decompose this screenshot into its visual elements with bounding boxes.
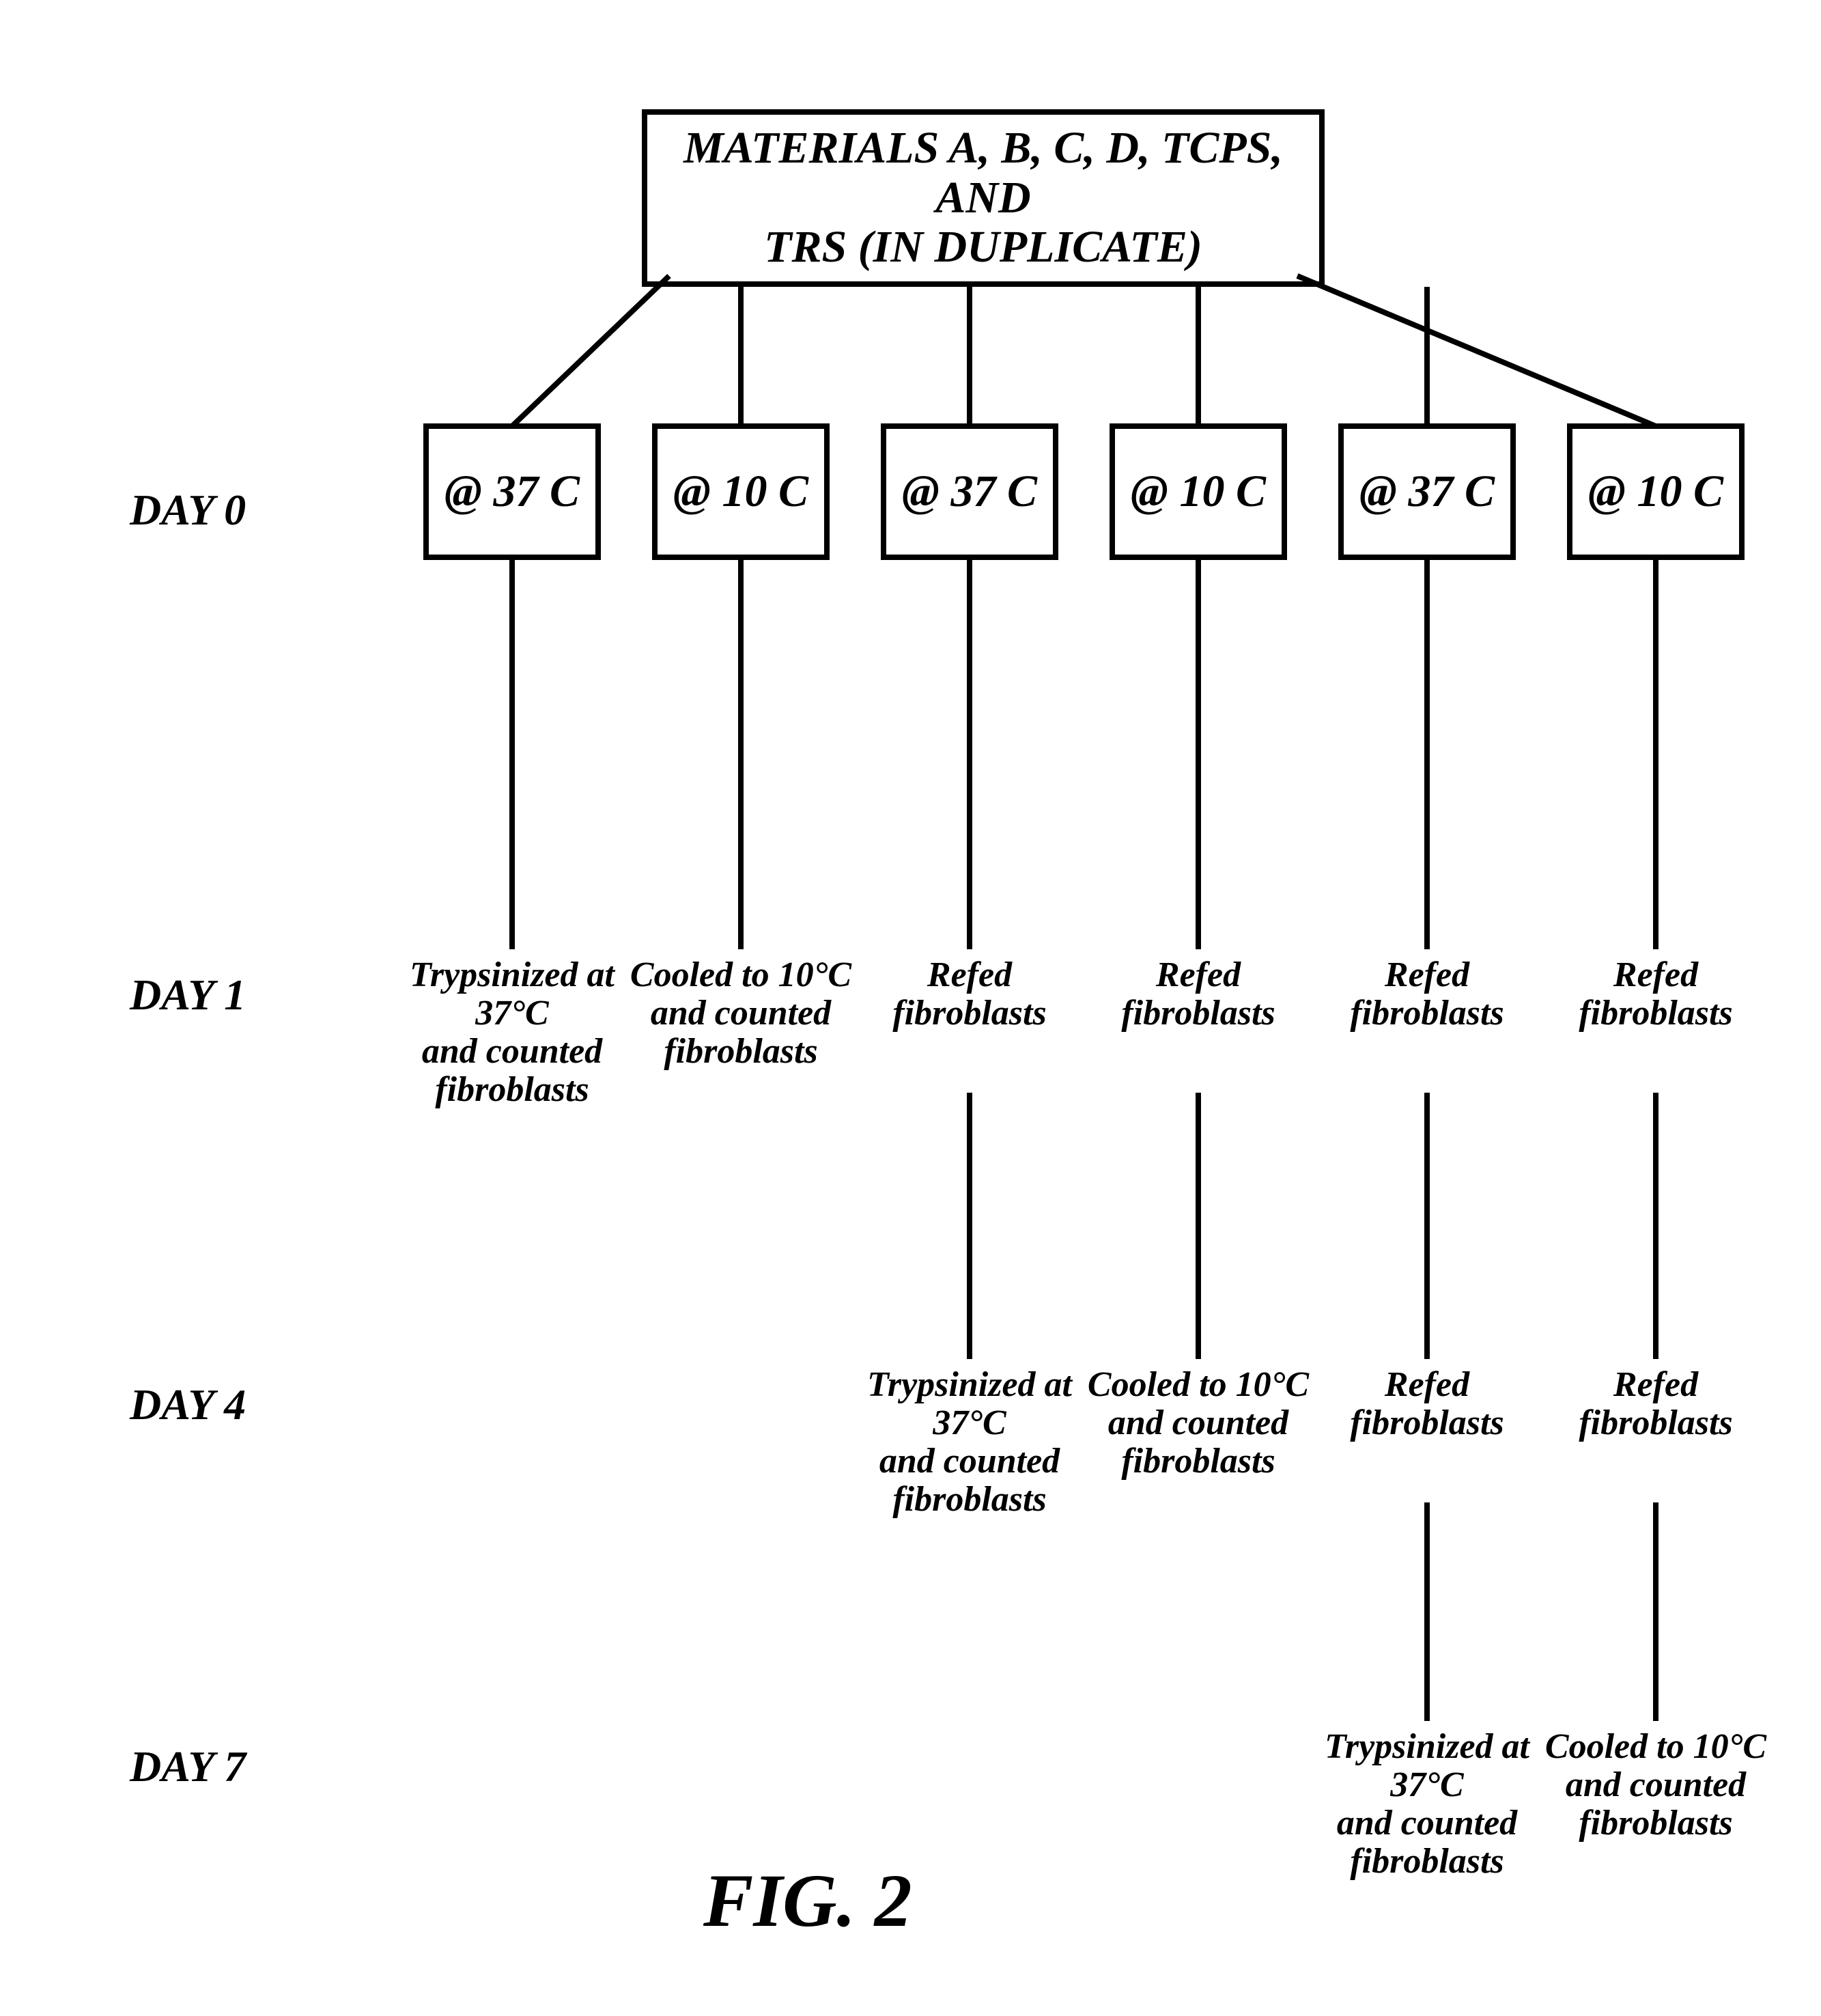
vline-col4-seg1 xyxy=(1424,1093,1430,1359)
vline-col5-seg0 xyxy=(1653,560,1658,949)
vline-col4-seg2 xyxy=(1424,1502,1430,1721)
connector-left xyxy=(510,274,671,428)
vline-col5-seg2 xyxy=(1653,1502,1658,1721)
connector-right xyxy=(1296,273,1656,428)
vline-col5-seg1 xyxy=(1653,1093,1658,1359)
cell-r1-c3: Cooled to 10°C and counted fibroblasts xyxy=(1082,1366,1314,1481)
connector-top-3 xyxy=(1196,287,1201,423)
cell-r0-c2: Refed fibroblasts xyxy=(853,956,1086,1033)
vline-col3-seg0 xyxy=(1196,560,1201,949)
cell-r0-c4: Refed fibroblasts xyxy=(1311,956,1543,1033)
condition-box-3: @ 10 C xyxy=(1110,423,1287,560)
connector-top-1 xyxy=(738,287,744,423)
condition-box-2: @ 37 C xyxy=(881,423,1058,560)
cell-r2-c5: Cooled to 10°C and counted fibroblasts xyxy=(1540,1728,1772,1843)
vline-col1-seg0 xyxy=(738,560,744,949)
connector-top-4 xyxy=(1424,287,1430,423)
vline-col3-seg1 xyxy=(1196,1093,1201,1359)
cell-r0-c5: Refed fibroblasts xyxy=(1540,956,1772,1033)
day-label-2: DAY 4 xyxy=(130,1380,246,1430)
condition-box-0: @ 37 C xyxy=(423,423,601,560)
cell-r0-c1: Cooled to 10°C and counted fibroblasts xyxy=(625,956,857,1071)
cell-r2-c4: Trypsinized at 37°C and counted fibrobla… xyxy=(1311,1728,1543,1881)
condition-box-4: @ 37 C xyxy=(1338,423,1516,560)
vline-col2-seg1 xyxy=(967,1093,972,1359)
cell-r0-c3: Refed fibroblasts xyxy=(1082,956,1314,1033)
day-label-0: DAY 0 xyxy=(130,485,246,535)
condition-box-1: @ 10 C xyxy=(652,423,830,560)
connector-top-2 xyxy=(967,287,972,423)
cell-r0-c0: Trypsinized at 37°C and counted fibrobla… xyxy=(396,956,628,1110)
vline-col4-seg0 xyxy=(1424,560,1430,949)
cell-r1-c4: Refed fibroblasts xyxy=(1311,1366,1543,1442)
cell-r1-c5: Refed fibroblasts xyxy=(1540,1366,1772,1442)
vline-col0-seg0 xyxy=(509,560,515,949)
materials-box: MATERIALS A, B, C, D, TCPS, AND TRS (IN … xyxy=(642,109,1325,287)
figure-label: FIG. 2 xyxy=(703,1858,912,1944)
cell-r1-c2: Trypsinized at 37°C and counted fibrobla… xyxy=(853,1366,1086,1520)
day-label-1: DAY 1 xyxy=(130,970,246,1020)
condition-box-5: @ 10 C xyxy=(1567,423,1745,560)
vline-col2-seg0 xyxy=(967,560,972,949)
day-label-3: DAY 7 xyxy=(130,1741,246,1792)
